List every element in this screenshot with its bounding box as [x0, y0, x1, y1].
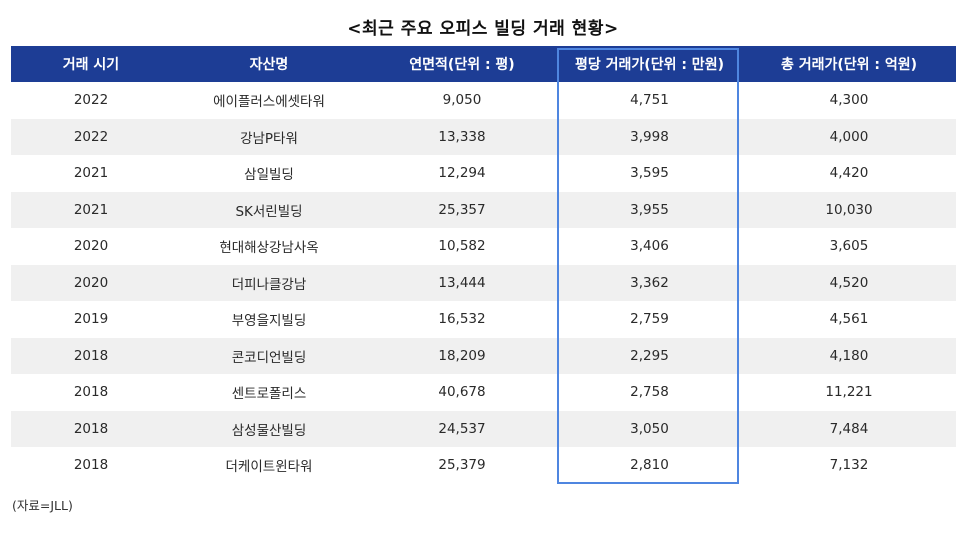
cell-asset-name: 더케이트윈타워	[225, 459, 313, 476]
cell-total-price: 7,132	[829, 457, 869, 474]
cell-total-price: 10,030	[825, 201, 873, 218]
cell-total-price: 4,180	[829, 347, 869, 364]
cell-asset-name: SK서린빌딩	[235, 203, 303, 220]
table-row: 2021 삼일빌딩 12,294 3,595 4,420	[11, 155, 956, 192]
header-trade-period: 거래 시기	[62, 57, 120, 73]
cell-total-price: 7,484	[829, 420, 869, 437]
table-row: 2020 더피나클강남 13,444 3,362 4,520	[11, 264, 956, 301]
cell-price-per-pyeong: 3,998	[630, 128, 669, 145]
cell-asset-name: 더피나클강남	[231, 276, 307, 293]
cell-price-per-pyeong: 3,362	[630, 274, 669, 291]
cell-trade-period: 2018	[73, 384, 109, 401]
cell-floor-area: 13,338	[438, 128, 486, 145]
cell-trade-period: 2018	[73, 457, 109, 474]
cell-trade-period: 2021	[73, 165, 109, 182]
cell-floor-area: 24,537	[438, 420, 486, 437]
cell-total-price: 11,221	[825, 384, 873, 401]
table-row: 2020 현대해상강남사옥 10,582 3,406 3,605	[11, 228, 956, 265]
cell-trade-period: 2018	[73, 347, 109, 364]
cell-price-per-pyeong: 3,050	[630, 420, 669, 437]
cell-asset-name: 삼일빌딩	[244, 167, 294, 184]
cell-total-price: 4,520	[829, 274, 869, 291]
cell-price-per-pyeong: 2,810	[630, 457, 669, 474]
table-row: 2022 강남P타워 13,338 3,998 4,000	[11, 118, 956, 155]
table-row: 2022 에이플러스에셋타워 9,050 4,751 4,300	[11, 82, 956, 119]
table-body: 2022 에이플러스에셋타워 9,050 4,751 4,300 2022 강남P타워 13,…	[11, 82, 956, 484]
table-row: 2018 더케이트윈타워 25,379 2,810 7,132	[11, 447, 956, 484]
table-row: 2018 콘코디언빌딩 18,209 2,295 4,180	[11, 337, 956, 374]
cell-asset-name: 콘코디언빌딩	[231, 349, 307, 366]
cell-trade-period: 2019	[73, 311, 109, 328]
cell-asset-name: 센트로폴리스	[231, 386, 307, 403]
header-floor-area: 연면적(단위 : 평)	[409, 57, 515, 73]
header-asset-name: 자산명	[249, 57, 289, 73]
table-row: 2021 SK서린빌딩 25,357 3,955 10,030	[11, 191, 956, 228]
cell-trade-period: 2020	[73, 238, 109, 255]
table-row: 2019 부영을지빌딩 16,532 2,759 4,561	[11, 301, 956, 338]
cell-floor-area: 10,582	[438, 238, 486, 255]
transaction-table-container: 거래 시기 자산명 연면적(단위 : 평) 평당 거래가(단위 : 만원) 총 …	[11, 46, 956, 484]
table-row: 2018 센트로폴리스 40,678 2,758 11,221	[11, 374, 956, 411]
cell-floor-area: 25,357	[438, 201, 486, 218]
cell-trade-period: 2021	[73, 201, 109, 218]
cell-floor-area: 18,209	[438, 347, 486, 364]
header-row: 거래 시기 자산명 연면적(단위 : 평) 평당 거래가(단위 : 만원) 총 …	[11, 46, 956, 82]
cell-price-per-pyeong: 4,751	[630, 92, 669, 109]
cell-asset-name: 부영을지빌딩	[231, 313, 307, 330]
header-total-price: 총 거래가(단위 : 억원)	[780, 57, 918, 73]
cell-floor-area: 40,678	[438, 384, 486, 401]
cell-total-price: 4,000	[829, 128, 869, 145]
cell-price-per-pyeong: 2,759	[630, 311, 669, 328]
cell-floor-area: 9,050	[442, 92, 482, 109]
cell-total-price: 4,300	[829, 92, 869, 109]
cell-asset-name: 삼성물산빌딩	[231, 422, 307, 439]
table-row: 2018 삼성물산빌딩 24,537 3,050 7,484	[11, 410, 956, 447]
cell-trade-period: 2022	[73, 92, 109, 109]
cell-total-price: 3,605	[829, 238, 869, 255]
table-header: 거래 시기 자산명 연면적(단위 : 평) 평당 거래가(단위 : 만원) 총 …	[11, 46, 956, 82]
cell-price-per-pyeong: 3,955	[630, 201, 669, 218]
cell-asset-name: 강남P타워	[240, 130, 298, 147]
cell-asset-name: 현대해상강남사옥	[219, 240, 319, 257]
cell-floor-area: 12,294	[438, 165, 486, 182]
header-price-per-pyeong: 평당 거래가(단위 : 만원)	[575, 57, 724, 73]
cell-asset-name: 에이플러스에셋타워	[213, 94, 325, 111]
cell-price-per-pyeong: 2,758	[630, 384, 669, 401]
cell-total-price: 4,561	[829, 311, 869, 328]
cell-trade-period: 2020	[73, 274, 109, 291]
cell-price-per-pyeong: 3,406	[630, 238, 669, 255]
source-note: (자료=JLL)	[12, 498, 73, 513]
page-title: <최근 주요 오피스 빌딩 거래 현황>	[347, 19, 619, 39]
cell-total-price: 4,420	[829, 165, 869, 182]
cell-floor-area: 16,532	[438, 311, 486, 328]
cell-trade-period: 2018	[73, 420, 109, 437]
cell-price-per-pyeong: 3,595	[630, 165, 669, 182]
cell-price-per-pyeong: 2,295	[630, 347, 669, 364]
transaction-table: 거래 시기 자산명 연면적(단위 : 평) 평당 거래가(단위 : 만원) 총 …	[11, 46, 956, 484]
cell-trade-period: 2022	[73, 128, 109, 145]
cell-floor-area: 25,379	[438, 457, 486, 474]
cell-floor-area: 13,444	[438, 274, 486, 291]
